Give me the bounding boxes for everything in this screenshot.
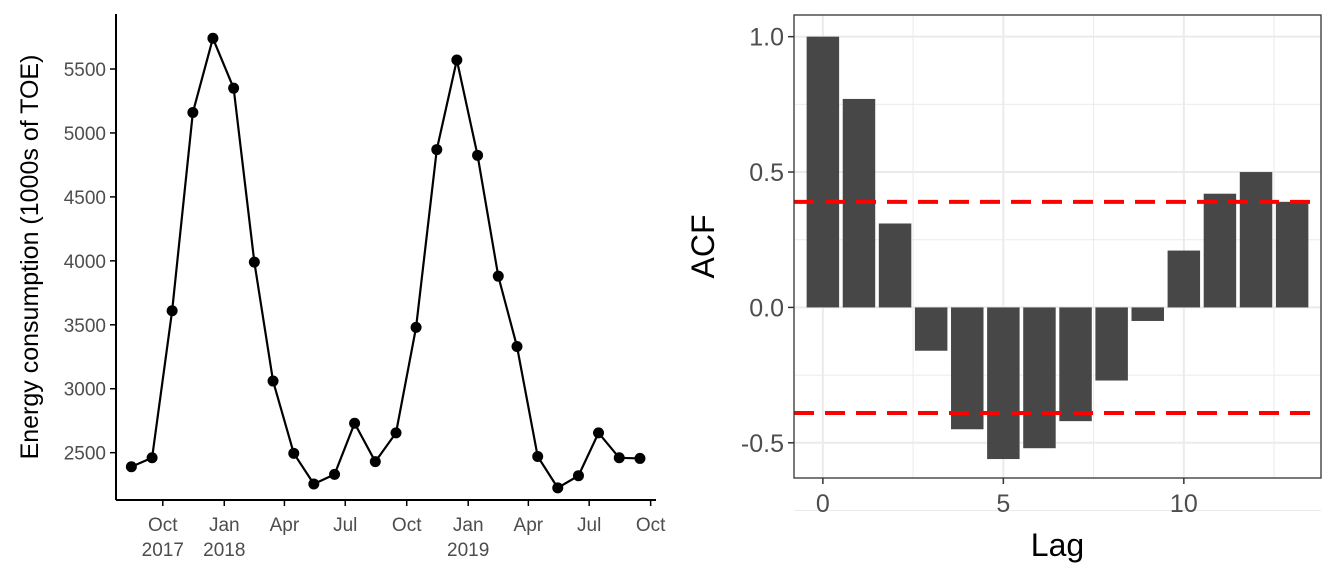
y-tick-label: 5000 xyxy=(64,124,106,145)
acf-bar xyxy=(987,307,1020,460)
data-point xyxy=(308,478,320,490)
y-tick-label: 2500 xyxy=(64,444,106,465)
data-point xyxy=(207,32,219,44)
data-point xyxy=(166,305,178,317)
acf-bar xyxy=(806,36,840,308)
energy-consumption-line-chart: 2500 3000 3500 4000 4500 5000 5500 Oct 2017 Jan 20… xyxy=(16,14,666,561)
data-point xyxy=(267,375,279,387)
data-point xyxy=(125,461,137,473)
acf-bar xyxy=(1131,307,1164,321)
data-point xyxy=(349,417,361,429)
y-tick-label: 3000 xyxy=(64,380,106,401)
data-point xyxy=(613,452,625,464)
data-point xyxy=(511,341,523,353)
data-point xyxy=(431,144,443,156)
acf-bar xyxy=(951,307,984,430)
x-tick-label: Apr xyxy=(514,515,544,536)
x-tick-label: Oct xyxy=(392,515,422,536)
data-point xyxy=(634,452,646,464)
data-point xyxy=(532,451,544,463)
data-point xyxy=(390,427,402,439)
data-point xyxy=(572,470,584,482)
x-tick-label: 10 xyxy=(1170,490,1198,518)
y-tick-label: 5500 xyxy=(64,60,106,81)
y-tick-label: 4000 xyxy=(64,252,106,273)
y-tick-label: 0.5 xyxy=(749,159,784,187)
acf-bar-chart: 1.0 0.5 0.0 -0.5 0 5 10 Lag ACF xyxy=(685,14,1322,563)
y-tick-label: 3500 xyxy=(64,316,106,337)
data-point xyxy=(451,54,463,66)
x-tick-label: Jan xyxy=(453,515,484,536)
y-tick-label: 4500 xyxy=(64,188,106,209)
acf-bar xyxy=(1095,307,1128,381)
x-tick-label: 0 xyxy=(816,490,830,518)
acf-bar xyxy=(1203,193,1237,308)
y-tick-label: 1.0 xyxy=(749,24,784,52)
data-point xyxy=(228,82,240,94)
y-axis-title: Energy consumption (1000s of TOE) xyxy=(16,55,44,460)
x-tick-year-label: 2019 xyxy=(447,540,489,561)
x-tick-year-label: 2017 xyxy=(142,540,184,561)
acf-bar xyxy=(1275,201,1309,308)
data-point xyxy=(248,256,260,268)
panel-border xyxy=(793,14,1322,479)
acf-bar xyxy=(1167,250,1201,308)
y-tick-label: 0.0 xyxy=(749,294,784,322)
x-tick-label: Oct xyxy=(636,515,666,536)
x-tick-label: Jul xyxy=(333,515,357,536)
data-point xyxy=(472,149,484,161)
data-point xyxy=(369,456,381,468)
x-tick-year-label: 2018 xyxy=(203,540,245,561)
data-point xyxy=(187,106,199,118)
acf-bar xyxy=(878,223,912,308)
data-point xyxy=(329,468,341,480)
acf-bar xyxy=(914,307,948,351)
y-axis-title: ACF xyxy=(685,215,721,279)
data-point xyxy=(288,447,300,459)
data-point xyxy=(552,482,564,494)
data-point xyxy=(492,270,504,282)
x-tick-label: Apr xyxy=(270,515,300,536)
x-tick-label: Jan xyxy=(209,515,240,536)
data-point xyxy=(146,452,158,464)
acf-bar xyxy=(1239,172,1273,308)
series-line xyxy=(130,34,640,490)
x-tick-label: 5 xyxy=(996,490,1010,518)
x-tick-label: Oct xyxy=(148,515,178,536)
acf-bar xyxy=(1023,307,1056,449)
x-axis-title: Lag xyxy=(1031,527,1084,563)
acf-bar xyxy=(1059,307,1092,422)
y-tick-label: -0.5 xyxy=(741,430,784,458)
data-point xyxy=(410,321,422,333)
data-point xyxy=(593,427,605,439)
x-tick-label: Jul xyxy=(577,515,601,536)
